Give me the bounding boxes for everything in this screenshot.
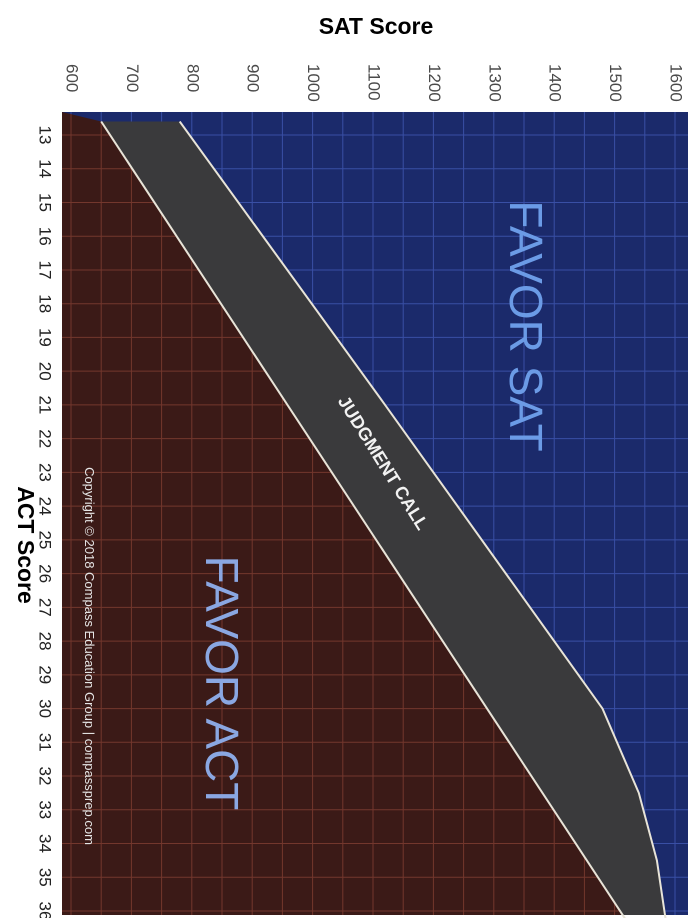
sat-tick-label: 1300 xyxy=(485,64,504,102)
sat-tick-label: 800 xyxy=(183,64,202,92)
sat-boundary-line xyxy=(178,120,667,922)
sat-axis-title: SAT Score xyxy=(319,13,434,39)
sat-tick-label: 1400 xyxy=(546,64,565,102)
act-tick-label: 25 xyxy=(36,530,55,549)
act-tick-label: 36 xyxy=(36,902,55,918)
sat-tick-label: 1500 xyxy=(606,64,625,102)
act-tick-label: 28 xyxy=(36,632,55,651)
sat-tick-label: 1200 xyxy=(425,64,444,102)
act-axis-title: ACT Score xyxy=(13,486,39,604)
copyright-text: Copyright © 2018 Compass Education Group… xyxy=(82,467,97,845)
sat-tick-label: 700 xyxy=(123,64,142,92)
act-tick-label: 29 xyxy=(36,665,55,684)
act-tick-label: 21 xyxy=(36,395,55,414)
act-tick-label: 16 xyxy=(36,227,55,246)
act-tick-label: 19 xyxy=(36,328,55,347)
act-tick-label: 15 xyxy=(36,193,55,212)
sat-tick-label: 1000 xyxy=(304,64,323,102)
act-tick-label: 20 xyxy=(36,362,55,381)
act-tick-label: 26 xyxy=(36,564,55,583)
act-tick-label: 22 xyxy=(36,429,55,448)
favor-sat-label: FAVOR SAT xyxy=(500,200,552,451)
act-boundary-line xyxy=(100,120,628,922)
act-tick-label: 33 xyxy=(36,800,55,819)
judgment-region xyxy=(101,121,665,915)
sat-tick-label: 900 xyxy=(244,64,263,92)
act-tick-label: 17 xyxy=(36,261,55,280)
act-tick-label: 32 xyxy=(36,767,55,786)
act-tick-label: 18 xyxy=(36,294,55,313)
act-tick-label: 27 xyxy=(36,598,55,617)
favor-act-label: FAVOR ACT xyxy=(196,556,248,811)
act-tick-label: 24 xyxy=(36,497,55,516)
act-tick-label: 30 xyxy=(36,699,55,718)
act-tick-label: 35 xyxy=(36,868,55,887)
act-tick-label: 31 xyxy=(36,733,55,752)
act-tick-label: 13 xyxy=(36,126,55,145)
act-tick-label: 23 xyxy=(36,463,55,482)
sat-tick-label: 1100 xyxy=(365,64,384,101)
act-tick-label: 34 xyxy=(36,834,55,853)
sat-tick-label: 600 xyxy=(63,64,82,92)
sat-tick-label: 1600 xyxy=(667,64,686,102)
act-tick-label: 14 xyxy=(36,159,55,178)
